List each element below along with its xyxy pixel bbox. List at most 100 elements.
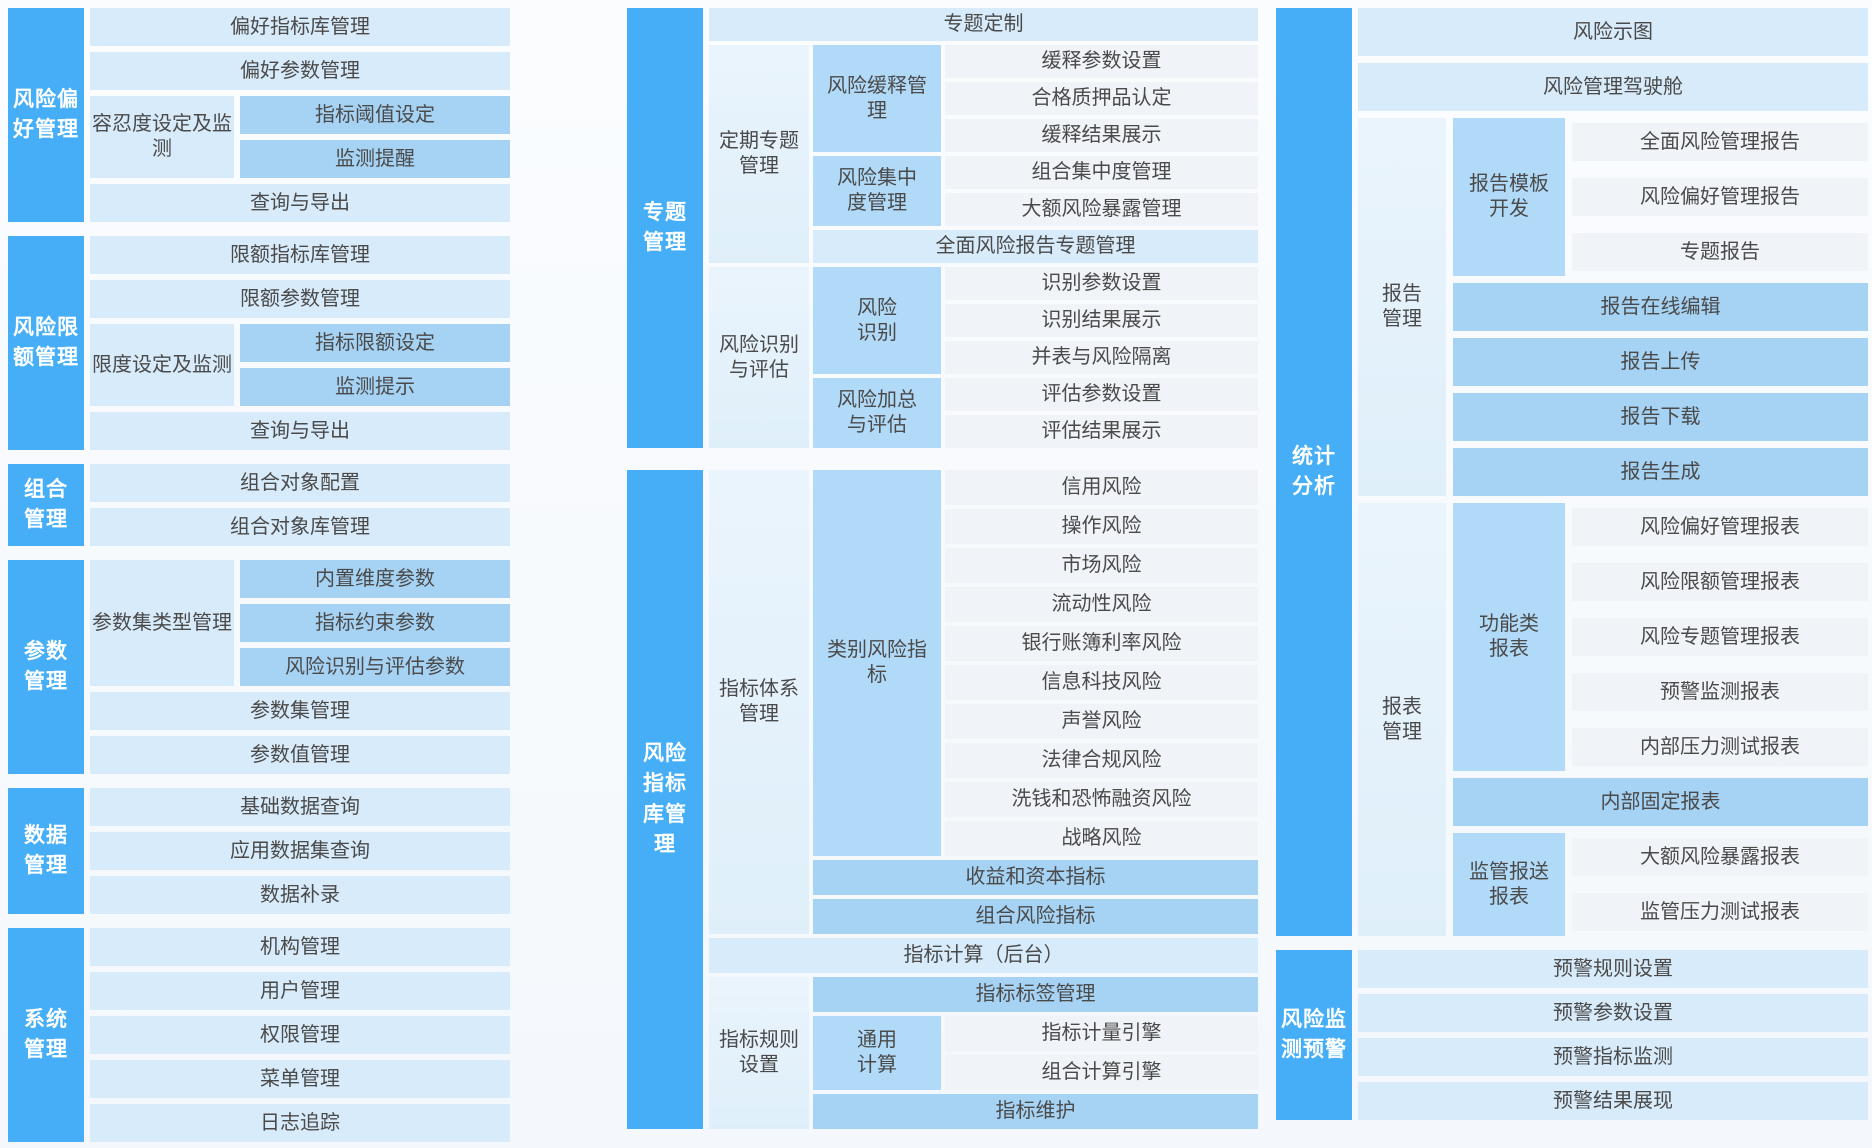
category-data-mgmt: 数据 管理	[8, 788, 84, 914]
node-risk-preference-mgmt-report: 风险偏好管理报告	[1572, 178, 1868, 216]
node-internal-stress-test-sheet: 内部压力测试报表	[1572, 728, 1868, 766]
node-parameter-value-mgmt: 参数值管理	[90, 736, 510, 774]
column-middle: 专题 管理 专题定制 定期专题 管理 风险缓释管 理 缓释参数设置 合格质押品认…	[627, 8, 1258, 1129]
category-risk-monitoring-warning: 风险监 测预警	[1276, 950, 1352, 1120]
node-report-generation: 报告生成	[1453, 448, 1868, 496]
node-parameter-set-type-mgmt: 参数集类型管理	[90, 560, 234, 686]
node-identification-parameter-setting: 识别参数设置	[945, 267, 1258, 300]
node-risk-ident-eval-parameter: 风险识别与评估参数	[240, 648, 510, 686]
node-functional-report-sheets: 功能类 报表	[1453, 503, 1565, 771]
node-comprehensive-risk-mgmt-report: 全面风险管理报告	[1572, 123, 1868, 161]
category-special-topic-mgmt: 专题 管理	[627, 8, 703, 448]
category-risk-preference: 风险偏 好管理	[8, 8, 84, 222]
node-internal-fixed-sheet: 内部固定报表	[1453, 778, 1868, 826]
node-special-topic-report: 专题报告	[1572, 233, 1868, 271]
node-report-mgmt: 报告 管理	[1358, 118, 1446, 496]
node-evaluation-result-display: 评估结果展示	[945, 415, 1258, 448]
node-comprehensive-risk-report-topic-mgmt: 全面风险报告专题管理	[813, 230, 1258, 263]
category-statistical-analysis: 统计 分析	[1276, 8, 1352, 936]
node-indicator-threshold-setting: 指标阈值设定	[240, 96, 510, 134]
node-topic-customization: 专题定制	[709, 8, 1258, 41]
node-mitigation-parameter-setting: 缓释参数设置	[945, 45, 1258, 78]
node-tolerance-setting-monitoring: 容忍度设定及监 测	[90, 96, 234, 178]
node-indicator-system-mgmt: 指标体系 管理	[709, 470, 809, 934]
node-menu-mgmt: 菜单管理	[90, 1060, 510, 1098]
node-risk-limit-mgmt-sheet: 风险限额管理报表	[1572, 563, 1868, 601]
node-preference-indicator-library: 偏好指标库管理	[90, 8, 510, 46]
category-portfolio-mgmt: 组合 管理	[8, 464, 84, 546]
node-warning-result-display: 预警结果展现	[1358, 1082, 1868, 1120]
node-report-upload: 报告上传	[1453, 338, 1868, 386]
node-monitoring-alert: 监测提醒	[240, 140, 510, 178]
category-parameter-mgmt: 参数 管理	[8, 560, 84, 774]
group-risk-preference: 风险偏 好管理 偏好指标库管理 偏好参数管理 容忍度设定及监 测 指标阈值设定 …	[8, 8, 510, 222]
group-statistical-analysis: 统计 分析 风险示图 风险管理驾驶舱 报告 管理 报告模板 开发 全面风险管理报…	[1276, 8, 1868, 936]
category-risk-limit: 风险限 额管理	[8, 236, 84, 450]
node-applied-dataset-query: 应用数据集查询	[90, 832, 510, 870]
column-right: 统计 分析 风险示图 风险管理驾驶舱 报告 管理 报告模板 开发 全面风险管理报…	[1276, 8, 1868, 1120]
node-limit-setting-monitoring: 限度设定及监测	[90, 324, 234, 406]
node-risk-mitigation-mgmt: 风险缓释管 理	[813, 45, 941, 152]
node-user-mgmt: 用户管理	[90, 972, 510, 1010]
node-aml-terrorist-financing-risk: 洗钱和恐怖融资风险	[945, 782, 1258, 817]
node-portfolio-object-library: 组合对象库管理	[90, 508, 510, 546]
node-evaluation-parameter-setting: 评估参数设置	[945, 378, 1258, 411]
node-data-supplement: 数据补录	[90, 876, 510, 914]
node-risk-aggregation-evaluation: 风险加总 与评估	[813, 378, 941, 448]
node-limit-parameter-mgmt: 限额参数管理	[90, 280, 510, 318]
node-portfolio-concentration-mgmt: 组合集中度管理	[945, 156, 1258, 189]
node-risk-diagram: 风险示图	[1358, 8, 1868, 56]
node-report-template-development: 报告模板 开发	[1453, 118, 1565, 276]
node-indicator-tag-mgmt: 指标标签管理	[813, 977, 1258, 1012]
group-risk-monitoring-warning: 风险监 测预警 预警规则设置 预警参数设置 预警指标监测 预警结果展现	[1276, 950, 1868, 1120]
node-risk-concentration-mgmt: 风险集中 度管理	[813, 156, 941, 226]
node-category-risk-indicator: 类别风险指 标	[813, 470, 941, 856]
node-legal-compliance-risk: 法律合规风险	[945, 743, 1258, 778]
node-large-exposure-sheet: 大额风险暴露报表	[1572, 838, 1868, 876]
node-indicator-measurement-engine: 指标计量引擎	[945, 1016, 1258, 1051]
node-risk-identification-evaluation: 风险识别 与评估	[709, 267, 809, 448]
node-market-risk: 市场风险	[945, 548, 1258, 583]
node-report-download: 报告下载	[1453, 393, 1868, 441]
node-mitigation-result-display: 缓释结果展示	[945, 119, 1258, 152]
node-warning-parameter-setting: 预警参数设置	[1358, 994, 1868, 1032]
node-warning-monitoring-sheet: 预警监测报表	[1572, 673, 1868, 711]
node-permission-mgmt: 权限管理	[90, 1016, 510, 1054]
node-warning-rule-setting: 预警规则设置	[1358, 950, 1868, 988]
node-indicator-maintenance: 指标维护	[813, 1094, 1258, 1129]
node-monitoring-tip: 监测提示	[240, 368, 510, 406]
node-preference-query-export: 查询与导出	[90, 184, 510, 222]
node-builtin-dimension-parameter: 内置维度参数	[240, 560, 510, 598]
node-it-risk: 信息科技风险	[945, 665, 1258, 700]
node-reputation-risk: 声誉风险	[945, 704, 1258, 739]
node-strategic-risk: 战略风险	[945, 821, 1258, 856]
node-general-calculation: 通用 计算	[813, 1016, 941, 1090]
node-parameter-set-mgmt: 参数集管理	[90, 692, 510, 730]
node-portfolio-calculation-engine: 组合计算引擎	[945, 1055, 1258, 1090]
node-indicator-limit-setting: 指标限额设定	[240, 324, 510, 362]
node-regulatory-submission-sheets: 监管报送 报表	[1453, 833, 1565, 936]
node-risk-identification: 风险 识别	[813, 267, 941, 374]
node-regulatory-stress-test-sheet: 监管压力测试报表	[1572, 893, 1868, 931]
node-limit-indicator-library: 限额指标库管理	[90, 236, 510, 274]
node-portfolio-risk-indicator: 组合风险指标	[813, 899, 1258, 934]
node-basic-data-query: 基础数据查询	[90, 788, 510, 826]
group-parameter-mgmt: 参数 管理 参数集类型管理 内置维度参数 指标约束参数 风险识别与评估参数 参数…	[8, 560, 510, 774]
node-operational-risk: 操作风险	[945, 509, 1258, 544]
group-portfolio-mgmt: 组合 管理 组合对象配置 组合对象库管理	[8, 464, 510, 546]
group-system-mgmt: 系统 管理 机构管理 用户管理 权限管理 菜单管理 日志追踪	[8, 928, 510, 1142]
node-report-online-editing: 报告在线编辑	[1453, 283, 1868, 331]
node-identification-result-display: 识别结果展示	[945, 304, 1258, 337]
node-limit-query-export: 查询与导出	[90, 412, 510, 450]
category-risk-indicator-library-mgmt: 风险 指标 库管 理	[627, 470, 703, 1129]
node-indicator-constraint-parameter: 指标约束参数	[240, 604, 510, 642]
group-risk-indicator-library-mgmt: 风险 指标 库管 理 指标体系 管理 类别风险指 标 信用风险 操作风险 市场风…	[627, 470, 1258, 1129]
node-warning-indicator-monitoring: 预警指标监测	[1358, 1038, 1868, 1076]
node-liquidity-risk: 流动性风险	[945, 587, 1258, 622]
node-large-exposure-mgmt: 大额风险暴露管理	[945, 193, 1258, 226]
node-banking-book-interest-rate-risk: 银行账簿利率风险	[945, 626, 1258, 661]
node-risk-mgmt-cockpit: 风险管理驾驶舱	[1358, 63, 1868, 111]
node-consolidation-risk-isolation: 并表与风险隔离	[945, 341, 1258, 374]
group-data-mgmt: 数据 管理 基础数据查询 应用数据集查询 数据补录	[8, 788, 510, 914]
group-risk-limit: 风险限 额管理 限额指标库管理 限额参数管理 限度设定及监测 指标限额设定 监测…	[8, 236, 510, 450]
